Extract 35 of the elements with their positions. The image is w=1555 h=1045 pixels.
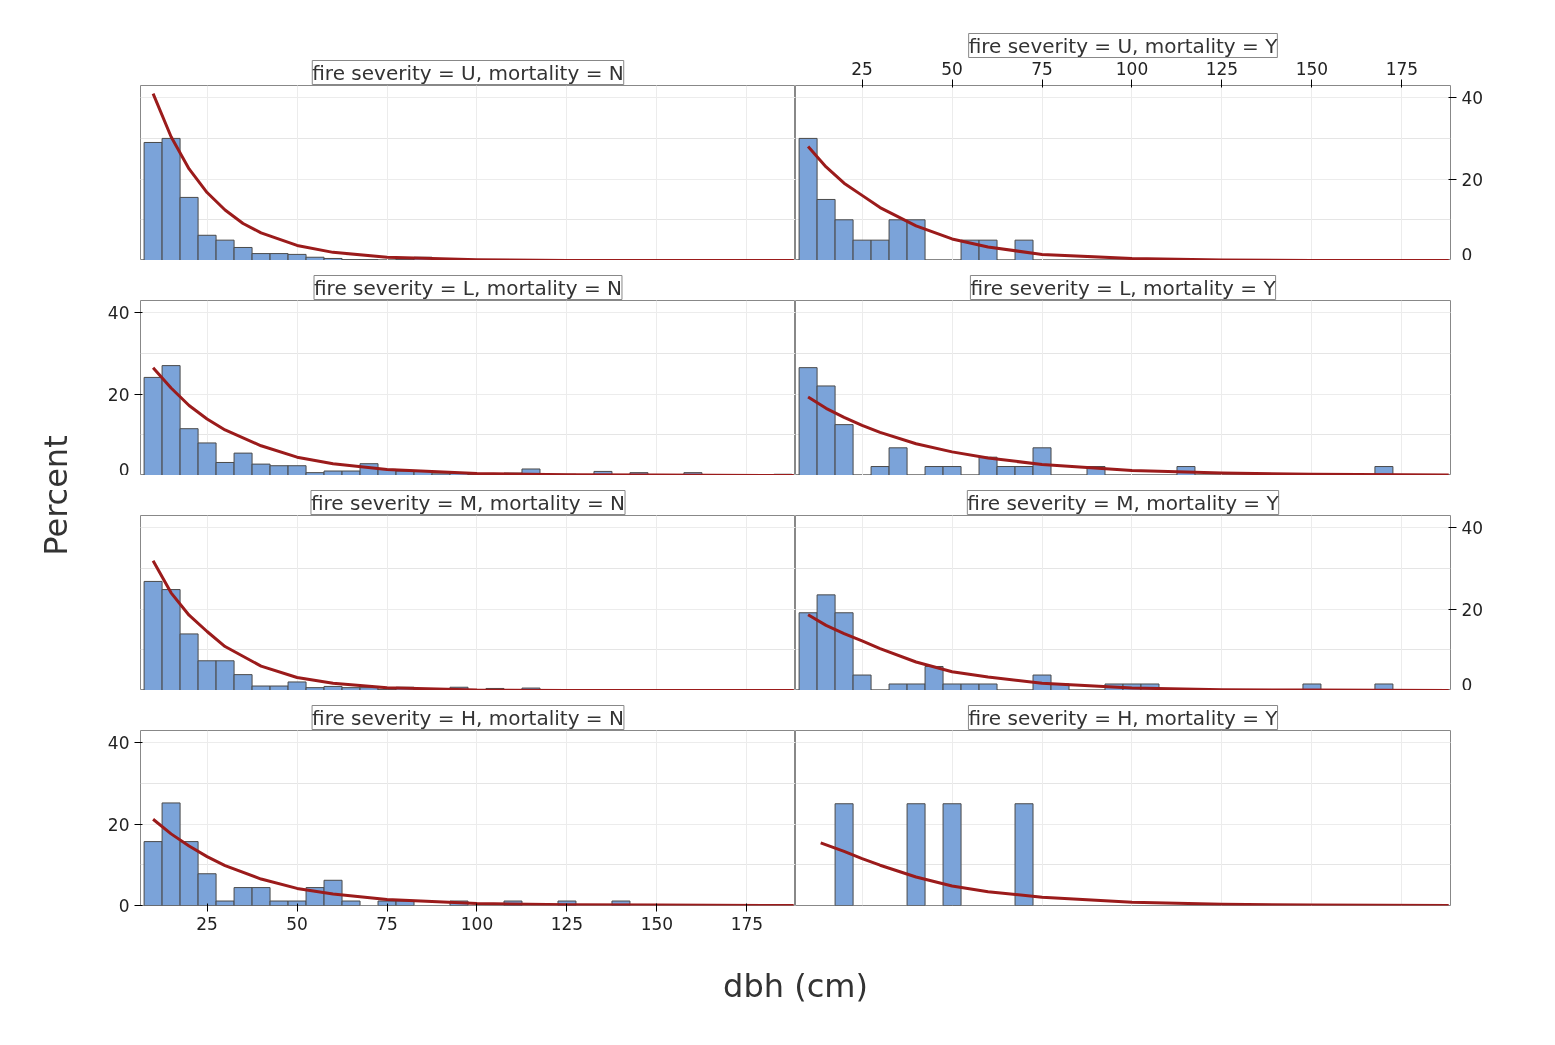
chart-title: fire severity = U, mortality = Y <box>968 33 1279 58</box>
chart-title: fire severity = L, mortality = Y <box>970 275 1277 300</box>
y-tick-label: 20 <box>1461 169 1484 190</box>
x-tick-label: 125 <box>550 913 584 934</box>
x-tick-label: 75 <box>376 913 398 934</box>
y-tick-label: 40 <box>107 303 130 324</box>
chart-title: fire severity = M, mortality = N <box>310 490 626 515</box>
x-tick-label: 50 <box>286 913 308 934</box>
y-tick-label: 0 <box>1461 244 1473 265</box>
x-tick-label: 100 <box>460 913 494 934</box>
y-tick-label: 0 <box>1461 674 1473 695</box>
x-tick-label: 75 <box>1031 58 1053 79</box>
y-axis-title: Percent <box>36 435 75 556</box>
x-tick-label: 175 <box>730 913 764 934</box>
y-tick-label: 0 <box>118 896 130 916</box>
y-tick-label: 20 <box>1461 599 1484 620</box>
x-tick-label: 150 <box>640 913 674 934</box>
x-tick-label: 125 <box>1205 58 1239 79</box>
y-tick-label: 20 <box>107 384 130 405</box>
x-tick-label: 150 <box>1295 58 1329 79</box>
chart-title: fire severity = M, mortality = Y <box>967 490 1280 515</box>
x-tick-label: 25 <box>851 58 873 79</box>
chart-title: fire severity = U, mortality = N <box>312 60 624 85</box>
x-tick-label: 175 <box>1385 58 1419 79</box>
chart-title: fire severity = H, mortality = N <box>312 705 624 730</box>
y-tick-label: 40 <box>1461 518 1484 539</box>
y-tick-label: 20 <box>107 814 130 835</box>
y-tick-label: 40 <box>107 733 130 754</box>
x-axis-title: dbh (cm) <box>723 966 868 1005</box>
x-tick-label: 50 <box>941 58 963 79</box>
x-tick-label: 100 <box>1115 58 1149 79</box>
y-tick-label: 0 <box>118 459 130 480</box>
chart-title: fire severity = L, mortality = N <box>314 275 622 300</box>
y-tick-label: 40 <box>1461 88 1484 109</box>
x-tick-label: 25 <box>196 913 218 934</box>
